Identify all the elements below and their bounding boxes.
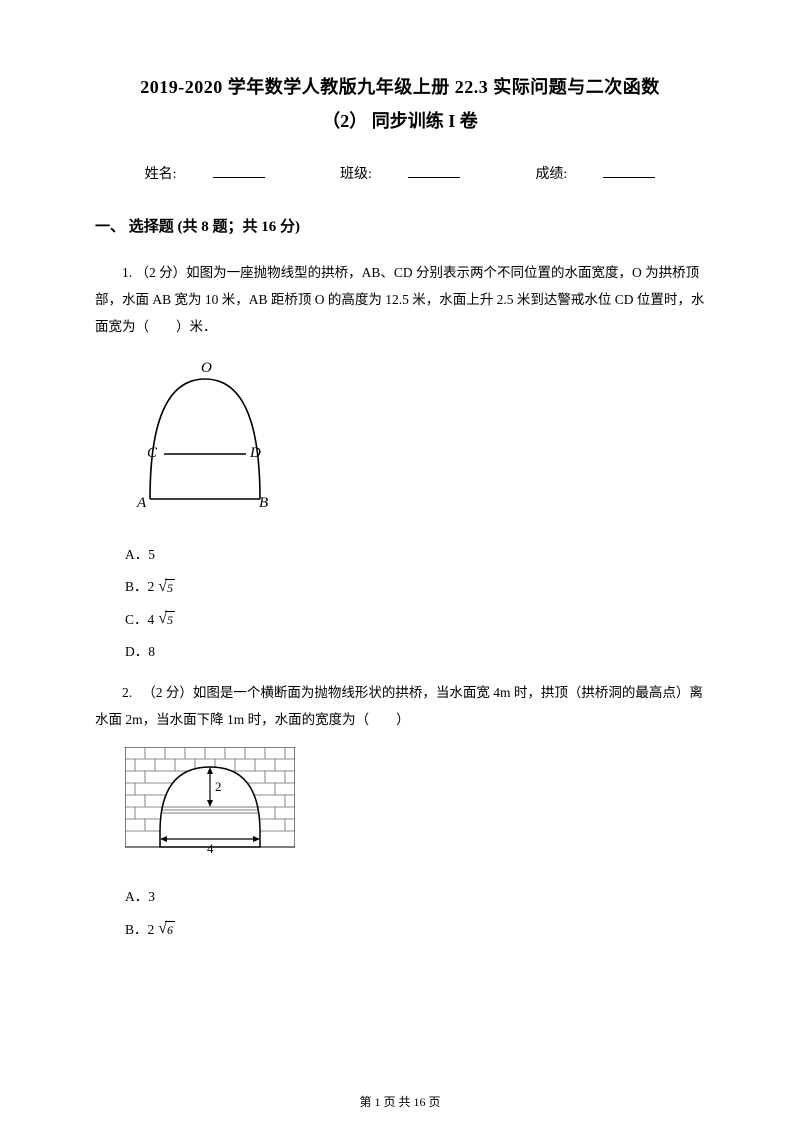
q1-figure: O C D A B xyxy=(125,354,705,525)
svg-text:4: 4 xyxy=(207,841,214,856)
svg-text:D: D xyxy=(249,445,261,461)
svg-text:B: B xyxy=(259,495,268,511)
section-header: 一、 选择题 (共 8 题；共 16 分) xyxy=(95,213,705,242)
q1-option-a: A．5 xyxy=(125,539,705,571)
info-line: 姓名: 班级: 成绩: xyxy=(95,162,705,189)
q1-option-b: B．2 √5 xyxy=(125,571,705,603)
svg-text:C: C xyxy=(147,445,158,461)
svg-text:2: 2 xyxy=(215,779,222,794)
name-label: 姓名: xyxy=(127,167,283,182)
q1-option-c: C．4 √5 xyxy=(125,604,705,636)
q2-option-a: A．3 xyxy=(125,881,705,913)
q1-text: 1. （2 分）如图为一座抛物线型的拱桥，AB、CD 分别表示两个不同位置的水面… xyxy=(95,259,705,340)
page-footer: 第 1 页 共 16 页 xyxy=(0,1091,800,1114)
title-line2: （2） 同步训练 I 卷 xyxy=(95,104,705,138)
score-label: 成绩: xyxy=(517,167,673,182)
q2-text: 2. （2 分）如图是一个横断面为抛物线形状的拱桥，当水面宽 4m 时，拱顶（拱… xyxy=(95,679,705,733)
q2-option-b: B．2 √6 xyxy=(125,914,705,946)
title-line1: 2019-2020 学年数学人教版九年级上册 22.3 实际问题与二次函数 xyxy=(95,70,705,104)
q1-option-d: D．8 xyxy=(125,636,705,668)
svg-text:O: O xyxy=(201,360,212,376)
svg-text:A: A xyxy=(136,495,147,511)
q2-figure: 2 4 xyxy=(125,747,705,868)
class-label: 班级: xyxy=(322,167,478,182)
